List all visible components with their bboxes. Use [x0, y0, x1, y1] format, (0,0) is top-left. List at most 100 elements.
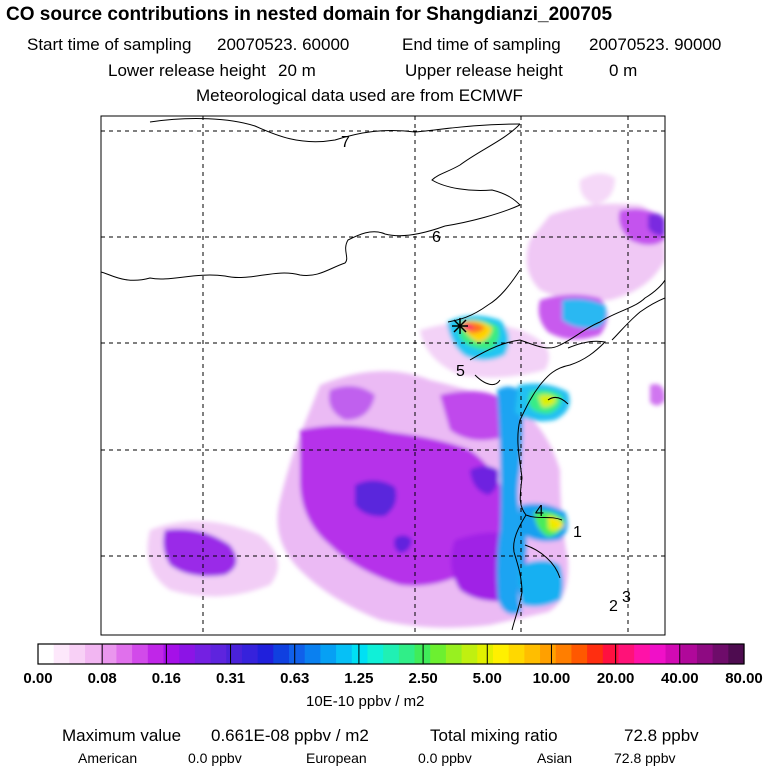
american-value: 0.0 ppbv — [188, 750, 242, 766]
colorbar-cell — [445, 644, 463, 664]
colorbar-cell — [367, 644, 384, 664]
concentration-field — [147, 173, 665, 628]
colorbar-cell — [85, 644, 102, 664]
colorbar-cell — [320, 644, 337, 664]
colorbar-cell — [226, 644, 243, 664]
total-mixing-label: Total mixing ratio — [430, 726, 558, 745]
plume-bright-core — [548, 520, 558, 532]
american-label: American — [78, 750, 138, 766]
colorbar-tick-label: 2.50 — [408, 670, 437, 687]
colorbar-cell — [524, 644, 541, 664]
colorbar-cell — [587, 644, 604, 664]
max-value-label: Maximum value — [62, 726, 182, 745]
plume-receptor-area — [462, 323, 474, 331]
colorbar-cell — [634, 644, 651, 664]
colorbar-cell — [665, 644, 682, 664]
end-time-value: 20070523. 90000 — [589, 35, 722, 54]
colorbar-cell — [336, 644, 353, 664]
colorbar-cell — [712, 644, 729, 664]
colorbar-cell — [618, 644, 635, 664]
start-time-label: Start time of sampling — [27, 35, 192, 54]
total-mixing-value: 72.8 ppbv — [624, 726, 699, 745]
colorbar-cell — [540, 644, 557, 664]
grid-label-2: 2 — [609, 598, 618, 615]
colorbar-tick-label: 80.00 — [725, 670, 763, 687]
plume-violet-area — [394, 535, 412, 553]
end-time-label: End time of sampling — [402, 35, 561, 54]
colorbar-cell — [383, 644, 400, 664]
plume-coastal-band — [496, 386, 527, 615]
colorbar-cell — [351, 644, 369, 664]
plume-violet-area — [355, 480, 397, 517]
colorbar-unit: 10E-10 ppbv / m2 — [306, 693, 425, 710]
colorbar-cell — [132, 644, 149, 664]
colorbar-cell — [461, 644, 478, 664]
colorbar-cell — [53, 644, 70, 664]
colorbar-tick-label: 5.00 — [473, 670, 502, 687]
colorbar-cell — [210, 644, 227, 664]
colorbar-cell — [116, 644, 133, 664]
colorbar-cell — [304, 644, 321, 664]
grid-label-7: 7 — [341, 134, 350, 151]
colorbar-cell — [649, 644, 667, 664]
lower-release-label: Lower release height — [108, 61, 266, 80]
coastline-layer — [101, 118, 665, 631]
colorbar-labels: 0.00 0.08 0.16 0.31 0.63 1.25 2.50 5.00 10.00 20.… — [23, 670, 762, 687]
coastline — [431, 123, 521, 206]
colorbar-cell — [398, 644, 416, 664]
colorbar-tick-label: 20.00 — [597, 670, 635, 687]
colorbar-cell — [696, 644, 714, 664]
coastline — [524, 544, 561, 579]
meteorology-note: Meteorological data used are from ECMWF — [196, 86, 523, 105]
plume-coastal-band — [518, 560, 563, 607]
start-time-value: 20070523. 60000 — [217, 35, 350, 54]
european-value: 0.0 ppbv — [418, 750, 472, 766]
star-icon — [452, 318, 468, 334]
chart-title: CO source contributions in nested domain… — [6, 4, 613, 25]
map-frame — [100, 115, 666, 636]
colorbar-tick-label: 0.31 — [216, 670, 245, 687]
colorbar-cell — [100, 644, 118, 664]
upper-release-value: 0 m — [609, 61, 638, 80]
colorbar-cell — [38, 644, 55, 664]
grid-lines — [101, 116, 665, 635]
coastline — [511, 514, 527, 631]
colorbar-cell — [273, 644, 290, 664]
colorbar-tick-label: 0.00 — [23, 670, 52, 687]
coastline — [447, 269, 521, 323]
colorbar-cell — [508, 644, 525, 664]
colorbar-tick-label: 0.63 — [280, 670, 309, 687]
colorbar-tick-label: 0.16 — [152, 670, 181, 687]
colorbar-cell — [194, 644, 212, 664]
colorbar-cell — [477, 644, 494, 664]
coastline — [444, 204, 521, 227]
plume-light-area — [579, 173, 615, 205]
colorbar-tick-label: 10.00 — [533, 670, 571, 687]
colorbar-cells — [38, 644, 745, 664]
colorbar-cell — [555, 644, 573, 664]
colorbar-tick-label: 1.25 — [344, 670, 373, 687]
plume-northeast-area — [648, 213, 665, 236]
colorbar-cell — [492, 644, 510, 664]
max-value: 0.661E-08 ppbv / m2 — [211, 726, 369, 745]
grid-label-1: 1 — [573, 524, 582, 541]
coastline — [469, 279, 665, 361]
colorbar-cell — [602, 644, 620, 664]
colorbar-cell — [257, 644, 274, 664]
colorbar-cell — [241, 644, 259, 664]
colorbar-cell — [179, 644, 196, 664]
grid-label-5: 5 — [456, 363, 465, 380]
colorbar-cell — [430, 644, 447, 664]
colorbar-cell — [728, 644, 745, 664]
coastline — [101, 225, 446, 281]
colorbar-cell — [571, 644, 588, 664]
colorbar-cell — [69, 644, 86, 664]
colorbar-cell — [147, 644, 165, 664]
plume-northeast-area — [562, 298, 607, 329]
plume-purple-area — [163, 529, 237, 577]
coastline — [611, 297, 665, 341]
upper-release-label: Upper release height — [405, 61, 563, 80]
coastline — [474, 374, 501, 386]
